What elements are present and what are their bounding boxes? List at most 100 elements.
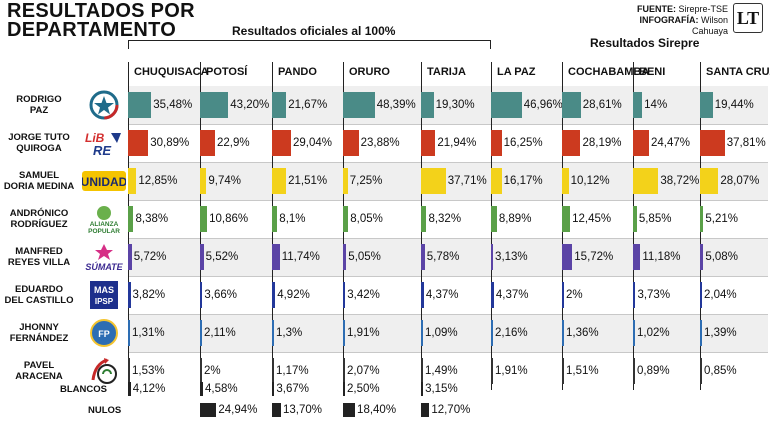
source-value: Sirepre-TSE	[678, 4, 728, 14]
summary-cell: 12,70%	[421, 395, 470, 425]
result-bar	[128, 282, 131, 308]
column-header-pando: PANDO	[278, 66, 317, 78]
result-cell: 4,92%	[272, 280, 310, 310]
result-bar	[491, 244, 494, 270]
result-label: 16,17%	[503, 175, 543, 187]
result-bar	[562, 206, 571, 232]
result-cell: 21,67%	[272, 90, 327, 120]
result-bar	[128, 130, 149, 156]
result-label: 3,82%	[132, 289, 166, 301]
result-bar	[562, 168, 569, 194]
summary-cell: 13,70%	[272, 395, 322, 425]
result-bar	[700, 320, 702, 346]
result-label: 8,05%	[350, 213, 383, 225]
summary-bar	[272, 382, 275, 396]
result-cell: 37,81%	[700, 128, 766, 158]
result-cell: 2,11%	[200, 318, 236, 348]
result-cell: 1,53%	[128, 356, 165, 386]
candidate-name-line-2: QUIROGA	[16, 143, 62, 154]
row-separator	[128, 162, 768, 163]
source-label: FUENTE:	[636, 4, 676, 14]
result-bar	[491, 320, 493, 346]
infographic-value: Wilson Cahuaya	[691, 15, 728, 36]
result-cell: 4,37%	[491, 280, 528, 310]
result-cell: 8,05%	[343, 204, 383, 234]
result-label: 9,74%	[208, 175, 241, 187]
result-bar	[421, 130, 436, 156]
result-cell: 2,07%	[343, 356, 380, 386]
result-label: 21,94%	[437, 137, 477, 149]
result-cell: 4,37%	[421, 280, 458, 310]
result-cell: 46,96%	[491, 90, 563, 120]
summary-bar	[421, 403, 430, 417]
la-fuerza-del-pueblo-logo: FP	[82, 318, 126, 348]
result-label: 1,53%	[132, 365, 165, 377]
result-bar	[421, 168, 446, 194]
result-bar	[200, 244, 204, 270]
summary-cell: 3,67%	[272, 374, 309, 404]
result-bar	[700, 358, 702, 384]
result-cell: 5,08%	[700, 242, 738, 272]
summary-value: 3,67%	[276, 383, 309, 395]
result-bar	[343, 168, 348, 194]
result-bar	[343, 130, 359, 156]
result-label: 10,86%	[209, 213, 249, 225]
credits: FUENTE: Sirepre-TSE INFOGRAFÍA: Wilson C…	[628, 4, 728, 37]
result-cell: 1,51%	[562, 356, 599, 386]
result-label: 0,89%	[637, 365, 670, 377]
result-label: 2%	[566, 289, 583, 301]
result-label: 46,96%	[523, 99, 563, 111]
result-label: 19,30%	[435, 99, 475, 111]
row-background	[128, 86, 768, 124]
result-bar	[562, 130, 581, 156]
candidate-name-line-2: REYES VILLA	[7, 257, 71, 268]
result-cell: 24,47%	[633, 128, 690, 158]
result-cell: 11,74%	[272, 242, 320, 272]
summary-bar	[200, 382, 203, 396]
result-label: 11,74%	[281, 251, 320, 263]
result-label: 5,72%	[133, 251, 167, 263]
result-cell: 5,72%	[128, 242, 166, 272]
result-cell: 5,78%	[421, 242, 459, 272]
result-cell: 3,42%	[343, 280, 380, 310]
result-bar	[200, 168, 207, 194]
result-label: 35,48%	[153, 99, 193, 111]
summary-cell: 2,50%	[343, 374, 380, 404]
result-bar	[272, 320, 274, 346]
result-bar	[562, 358, 564, 384]
candidate-name-line-1: RODRIGO	[16, 94, 62, 105]
result-cell: 19,44%	[700, 90, 754, 120]
result-cell: 22,9%	[200, 128, 250, 158]
result-bar	[700, 206, 704, 232]
result-label: 37,71%	[447, 175, 487, 187]
result-bar	[343, 358, 345, 384]
result-label: 12,45%	[572, 213, 612, 225]
result-label: 8,89%	[498, 213, 532, 225]
result-bar	[700, 282, 702, 308]
result-cell: 8,89%	[491, 204, 531, 234]
svg-text:SÚMATE: SÚMATE	[85, 261, 123, 272]
sirepre-results-label: Resultados Sirepre	[590, 36, 700, 50]
summary-bar	[128, 382, 131, 396]
result-cell: 10,12%	[562, 166, 610, 196]
column-header-oruro: ORURO	[349, 66, 390, 78]
result-cell: 9,74%	[200, 166, 241, 196]
result-bar	[562, 320, 564, 346]
summary-cell: 24,94%	[200, 395, 257, 425]
result-label: 2,11%	[204, 327, 236, 339]
result-bar	[200, 282, 203, 308]
result-bar	[421, 320, 423, 346]
result-cell: 2%	[200, 356, 221, 386]
result-label: 15,72%	[574, 251, 614, 263]
result-cell: 3,66%	[200, 280, 237, 310]
result-cell: 8,38%	[128, 204, 168, 234]
result-bar	[421, 282, 424, 308]
result-label: 1,91%	[495, 365, 528, 377]
result-bar	[633, 282, 636, 308]
result-bar	[633, 320, 635, 346]
summary-label-blancos: BLANCOS	[60, 384, 107, 395]
result-label: 11,18%	[642, 251, 681, 263]
result-cell: 1,09%	[421, 318, 458, 348]
svg-text:LiB: LiB	[85, 131, 105, 145]
result-label: 28,19%	[582, 137, 622, 149]
